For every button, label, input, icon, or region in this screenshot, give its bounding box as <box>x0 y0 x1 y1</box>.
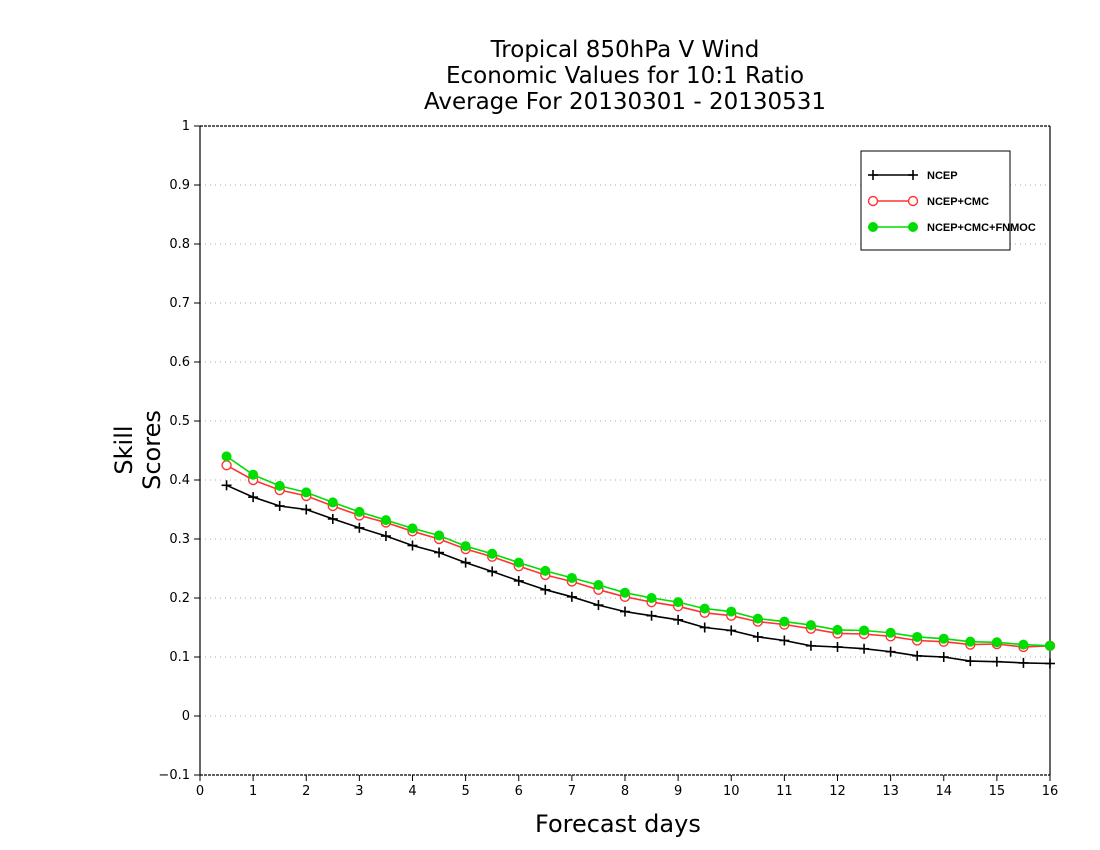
y-tick-label: 0.9 <box>169 178 190 193</box>
series-3-point <box>327 497 338 508</box>
y-tick-label: 0.2 <box>169 591 190 606</box>
series-3-point <box>354 506 365 517</box>
series-3-point <box>885 627 896 638</box>
x-tick-label: 11 <box>776 784 793 799</box>
legend-marker-3a <box>868 222 878 232</box>
x-tick-label: 0 <box>196 784 204 799</box>
series-3-point <box>487 548 498 559</box>
x-tick-label: 14 <box>935 784 952 799</box>
series-3-point <box>593 580 604 591</box>
x-tick-label: 12 <box>829 784 846 799</box>
series-3-point <box>434 530 445 541</box>
x-tick-label: 5 <box>461 784 469 799</box>
y-tick-label: 0.4 <box>169 473 190 488</box>
y-tick-label: 0.6 <box>169 355 190 370</box>
series-line-2 <box>226 464 1051 648</box>
series-3-point <box>566 572 577 583</box>
legend-label-1: NCEP <box>927 170 958 182</box>
x-tick-label: 13 <box>882 784 899 799</box>
y-tick-label: 0.7 <box>169 296 190 311</box>
series-3-point <box>513 557 524 568</box>
series-line-3 <box>226 455 1051 647</box>
series-3-point <box>805 620 816 631</box>
series-3-point <box>673 597 684 608</box>
x-tick-label: 8 <box>621 784 629 799</box>
x-tick-label: 16 <box>1042 784 1059 799</box>
series-3-point <box>646 593 657 603</box>
y-tick-label: −0.1 <box>158 768 190 783</box>
y-tick-label: 0.5 <box>169 414 190 429</box>
series-3-point <box>1018 639 1029 650</box>
legend-marker-3b <box>908 222 918 232</box>
series-3-point <box>620 587 630 598</box>
chart-title-line-1: Tropical 850hPa V Wind <box>490 37 760 63</box>
legend-label-2: NCEP+CMC <box>927 196 989 208</box>
y-tick-label: 0.3 <box>169 532 190 547</box>
legend-marker-2b <box>907 195 919 207</box>
x-tick-label: 3 <box>355 784 363 799</box>
x-tick-label: 9 <box>674 784 682 799</box>
series-3-point <box>965 636 976 647</box>
series-3-point <box>726 606 737 617</box>
y-tick-label: 0.1 <box>169 650 190 665</box>
series-3-point <box>221 451 232 462</box>
y-tick-label: 1 <box>182 119 190 134</box>
series-3-point <box>832 624 843 635</box>
series-3-point <box>274 480 285 491</box>
series-3-point <box>380 515 391 526</box>
x-tick-label: 4 <box>408 784 416 799</box>
series-3-point <box>407 523 418 534</box>
x-tick-label: 6 <box>515 784 523 799</box>
series-3-point <box>540 565 551 576</box>
y-tick-label: 0 <box>182 709 190 724</box>
series-3-point <box>699 603 710 614</box>
x-tick-label: 15 <box>989 784 1006 799</box>
series-3-point <box>912 631 923 642</box>
series-3-point <box>991 637 1002 648</box>
chart-title-line-3: Average For 20130301 - 20130531 <box>423 89 827 115</box>
series-3-point <box>301 487 312 498</box>
x-tick-label: 2 <box>302 784 310 799</box>
x-axis-label: Forecast days <box>535 810 701 838</box>
series-2-point <box>221 460 232 471</box>
x-tick-label: 10 <box>723 784 740 799</box>
series-3-point <box>938 633 949 644</box>
legend-label-3: NCEP+CMC+FNMOC <box>927 222 1036 234</box>
series-3-point <box>859 625 870 636</box>
x-tick-label: 7 <box>568 784 576 799</box>
series-3-point <box>1045 640 1055 651</box>
x-tick-label: 1 <box>249 784 257 799</box>
series-3-point <box>248 469 259 480</box>
series-3-point <box>779 616 790 627</box>
legend-marker-2a <box>867 195 879 207</box>
series-3-point <box>460 541 471 552</box>
chart-title-line-2: Economic Values for 10:1 Ratio <box>445 63 805 89</box>
y-tick-label: 0.8 <box>169 237 190 252</box>
series-3-point <box>752 613 763 624</box>
